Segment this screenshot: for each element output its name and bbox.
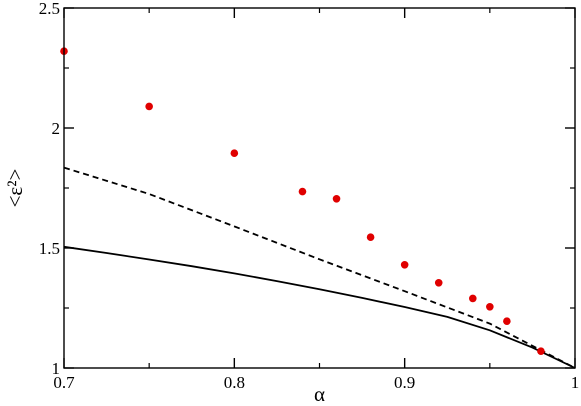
- data-point: [400, 261, 409, 269]
- data-point: [537, 347, 545, 356]
- x-tick-label: 0.7: [53, 373, 75, 392]
- plot-frame: [63, 7, 576, 369]
- dashed-curve: [63, 166, 576, 369]
- data-point: [230, 149, 239, 157]
- data-point: [145, 102, 153, 111]
- x-axis-label: α: [314, 382, 325, 406]
- data-point: [332, 195, 341, 203]
- y-tick-label: 1: [52, 359, 61, 378]
- y-tick-label: 2.5: [39, 0, 60, 18]
- data-point: [298, 187, 307, 196]
- data-point: [503, 317, 511, 326]
- series-layer: [60, 47, 576, 369]
- x-tick-label: 0.9: [394, 373, 415, 392]
- y-tick-label: 1.5: [39, 239, 60, 258]
- data-point: [486, 303, 494, 311]
- y-axis-label: <ε²>: [3, 169, 27, 208]
- data-point: [469, 294, 477, 303]
- data-point: [434, 279, 443, 287]
- data-point: [366, 233, 375, 241]
- x-tick-label: 1: [571, 373, 580, 392]
- solid-curve: [63, 245, 576, 369]
- x-tick-label: 0.8: [224, 373, 245, 392]
- y-tick-label: 2: [52, 119, 61, 138]
